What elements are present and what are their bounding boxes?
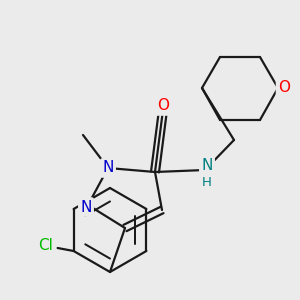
Text: O: O: [157, 98, 169, 113]
Text: N: N: [201, 158, 213, 173]
Text: N: N: [102, 160, 114, 175]
Text: H: H: [202, 176, 212, 188]
Text: N: N: [80, 200, 92, 214]
Text: O: O: [278, 80, 290, 95]
Text: Cl: Cl: [38, 238, 53, 253]
